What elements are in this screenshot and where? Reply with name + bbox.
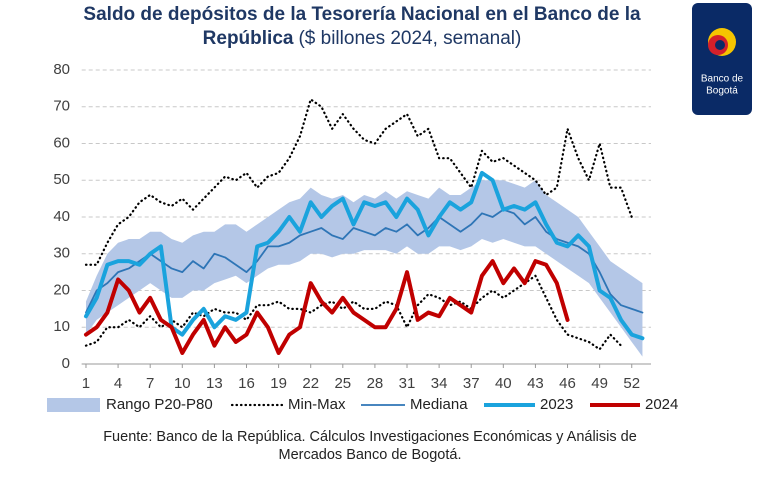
x-tick-label: 37 — [463, 375, 480, 392]
x-tick-label: 40 — [495, 375, 512, 392]
y-tick-label: 40 — [53, 208, 70, 225]
series-line — [83, 259, 570, 355]
series-line — [83, 170, 645, 341]
legend-label: 2023 — [540, 396, 573, 413]
x-tick-label: 13 — [206, 375, 223, 392]
legend-label: Mediana — [410, 396, 468, 413]
logo: Banco de Bogotá — [692, 3, 752, 115]
y-tick-label: 30 — [53, 245, 70, 262]
y-tick-label: 60 — [53, 134, 70, 151]
x-tick-label: 7 — [146, 375, 154, 392]
x-tick-label: 4 — [114, 375, 122, 392]
x-tick-label: 34 — [431, 375, 448, 392]
x-tick-label: 19 — [270, 375, 287, 392]
x-tick-label: 49 — [591, 375, 608, 392]
legend-label: Min-Max — [288, 396, 346, 413]
x-tick-label: 25 — [334, 375, 351, 392]
logo-text: Bogotá — [706, 86, 738, 97]
min-line — [84, 274, 623, 351]
y-tick-label: 20 — [53, 281, 70, 298]
y-tick-label: 0 — [62, 355, 70, 372]
x-tick-label: 10 — [174, 375, 191, 392]
chart-title: Saldo de depósitos de la Tesorería Nacio… — [83, 4, 641, 25]
x-tick-label: 1 — [82, 375, 90, 392]
x-tick-label: 31 — [399, 375, 416, 392]
x-tick-label: 28 — [367, 375, 384, 392]
x-tick-label: 22 — [302, 375, 319, 392]
y-tick-label: 10 — [53, 318, 70, 335]
chart-subtitle: ($ billones 2024, semanal) — [298, 28, 521, 49]
max-line — [84, 98, 633, 266]
y-tick-label: 70 — [53, 98, 70, 115]
legend-swatch — [47, 398, 100, 412]
legend-label: Rango P20-P80 — [106, 396, 213, 413]
source-note: Fuente: Banco de la República. Cálculos … — [103, 429, 637, 445]
chart-title: República — [203, 28, 294, 49]
logo-box — [692, 3, 752, 115]
source-note: Mercados Banco de Bogotá. — [279, 447, 462, 463]
logo-symbol — [715, 40, 725, 50]
y-tick-label: 80 — [53, 61, 70, 78]
x-tick-label: 46 — [559, 375, 576, 392]
x-tick-label: 16 — [238, 375, 255, 392]
logo-text: Banco de — [701, 74, 744, 85]
y-tick-label: 50 — [53, 171, 70, 188]
x-tick-label: 52 — [623, 375, 640, 392]
x-tick-label: 43 — [527, 375, 544, 392]
range-band — [85, 180, 643, 357]
chart-title-line2: República ($ billones 2024, semanal) — [203, 28, 522, 49]
legend-label: 2024 — [645, 396, 678, 413]
